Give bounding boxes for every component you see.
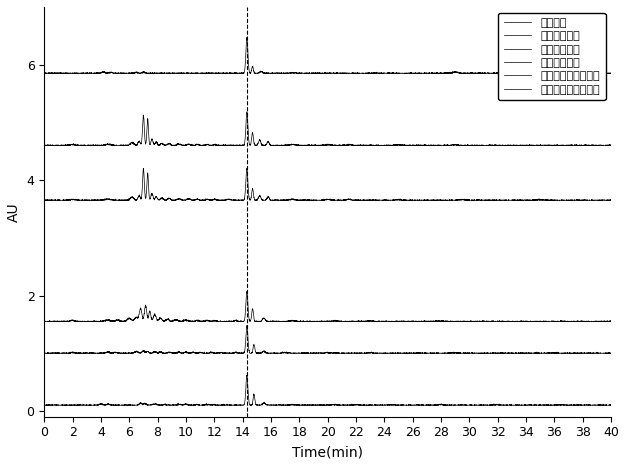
Y-axis label: AU: AU [7,202,21,222]
Legend: 活性皌苷, 未转化的皌苷, 酸转化的皌苷, 熇转化的皌苷, 先酸后熇转化的皌苷, 先熇后酸转化的皌苷: 活性皌苷, 未转化的皌苷, 酸转化的皌苷, 熇转化的皌苷, 先酸后熇转化的皌苷,… [498,13,605,100]
X-axis label: Time(min): Time(min) [292,445,363,459]
